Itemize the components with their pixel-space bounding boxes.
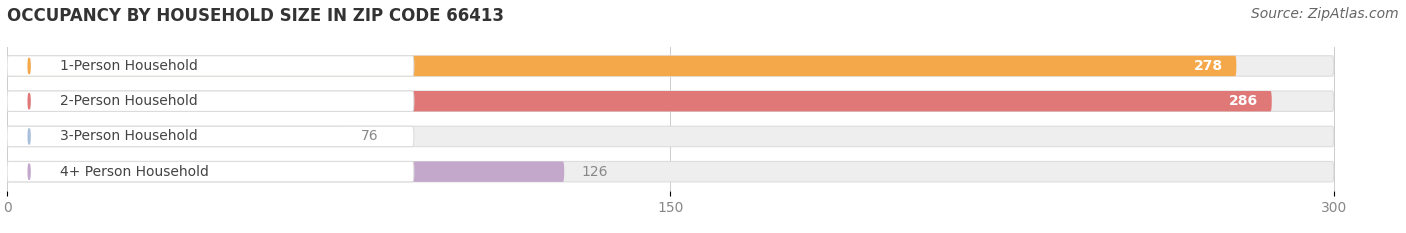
Circle shape	[28, 58, 30, 74]
FancyBboxPatch shape	[7, 56, 1236, 76]
Text: OCCUPANCY BY HOUSEHOLD SIZE IN ZIP CODE 66413: OCCUPANCY BY HOUSEHOLD SIZE IN ZIP CODE …	[7, 7, 503, 25]
FancyBboxPatch shape	[7, 126, 1334, 147]
FancyBboxPatch shape	[7, 161, 1334, 182]
Circle shape	[28, 129, 30, 144]
FancyBboxPatch shape	[7, 91, 1334, 111]
Text: Source: ZipAtlas.com: Source: ZipAtlas.com	[1251, 7, 1399, 21]
FancyBboxPatch shape	[7, 91, 1272, 111]
FancyBboxPatch shape	[7, 56, 413, 76]
FancyBboxPatch shape	[7, 56, 1334, 76]
FancyBboxPatch shape	[7, 161, 564, 182]
Circle shape	[28, 164, 30, 179]
Text: 286: 286	[1229, 94, 1258, 108]
Text: 126: 126	[582, 165, 609, 179]
Text: 3-Person Household: 3-Person Household	[60, 130, 198, 144]
FancyBboxPatch shape	[7, 126, 343, 147]
Text: 278: 278	[1194, 59, 1223, 73]
Text: 4+ Person Household: 4+ Person Household	[60, 165, 209, 179]
FancyBboxPatch shape	[7, 126, 413, 147]
Circle shape	[28, 93, 30, 109]
Text: 76: 76	[361, 130, 378, 144]
FancyBboxPatch shape	[7, 91, 413, 111]
Text: 2-Person Household: 2-Person Household	[60, 94, 198, 108]
FancyBboxPatch shape	[7, 161, 413, 182]
Text: 1-Person Household: 1-Person Household	[60, 59, 198, 73]
